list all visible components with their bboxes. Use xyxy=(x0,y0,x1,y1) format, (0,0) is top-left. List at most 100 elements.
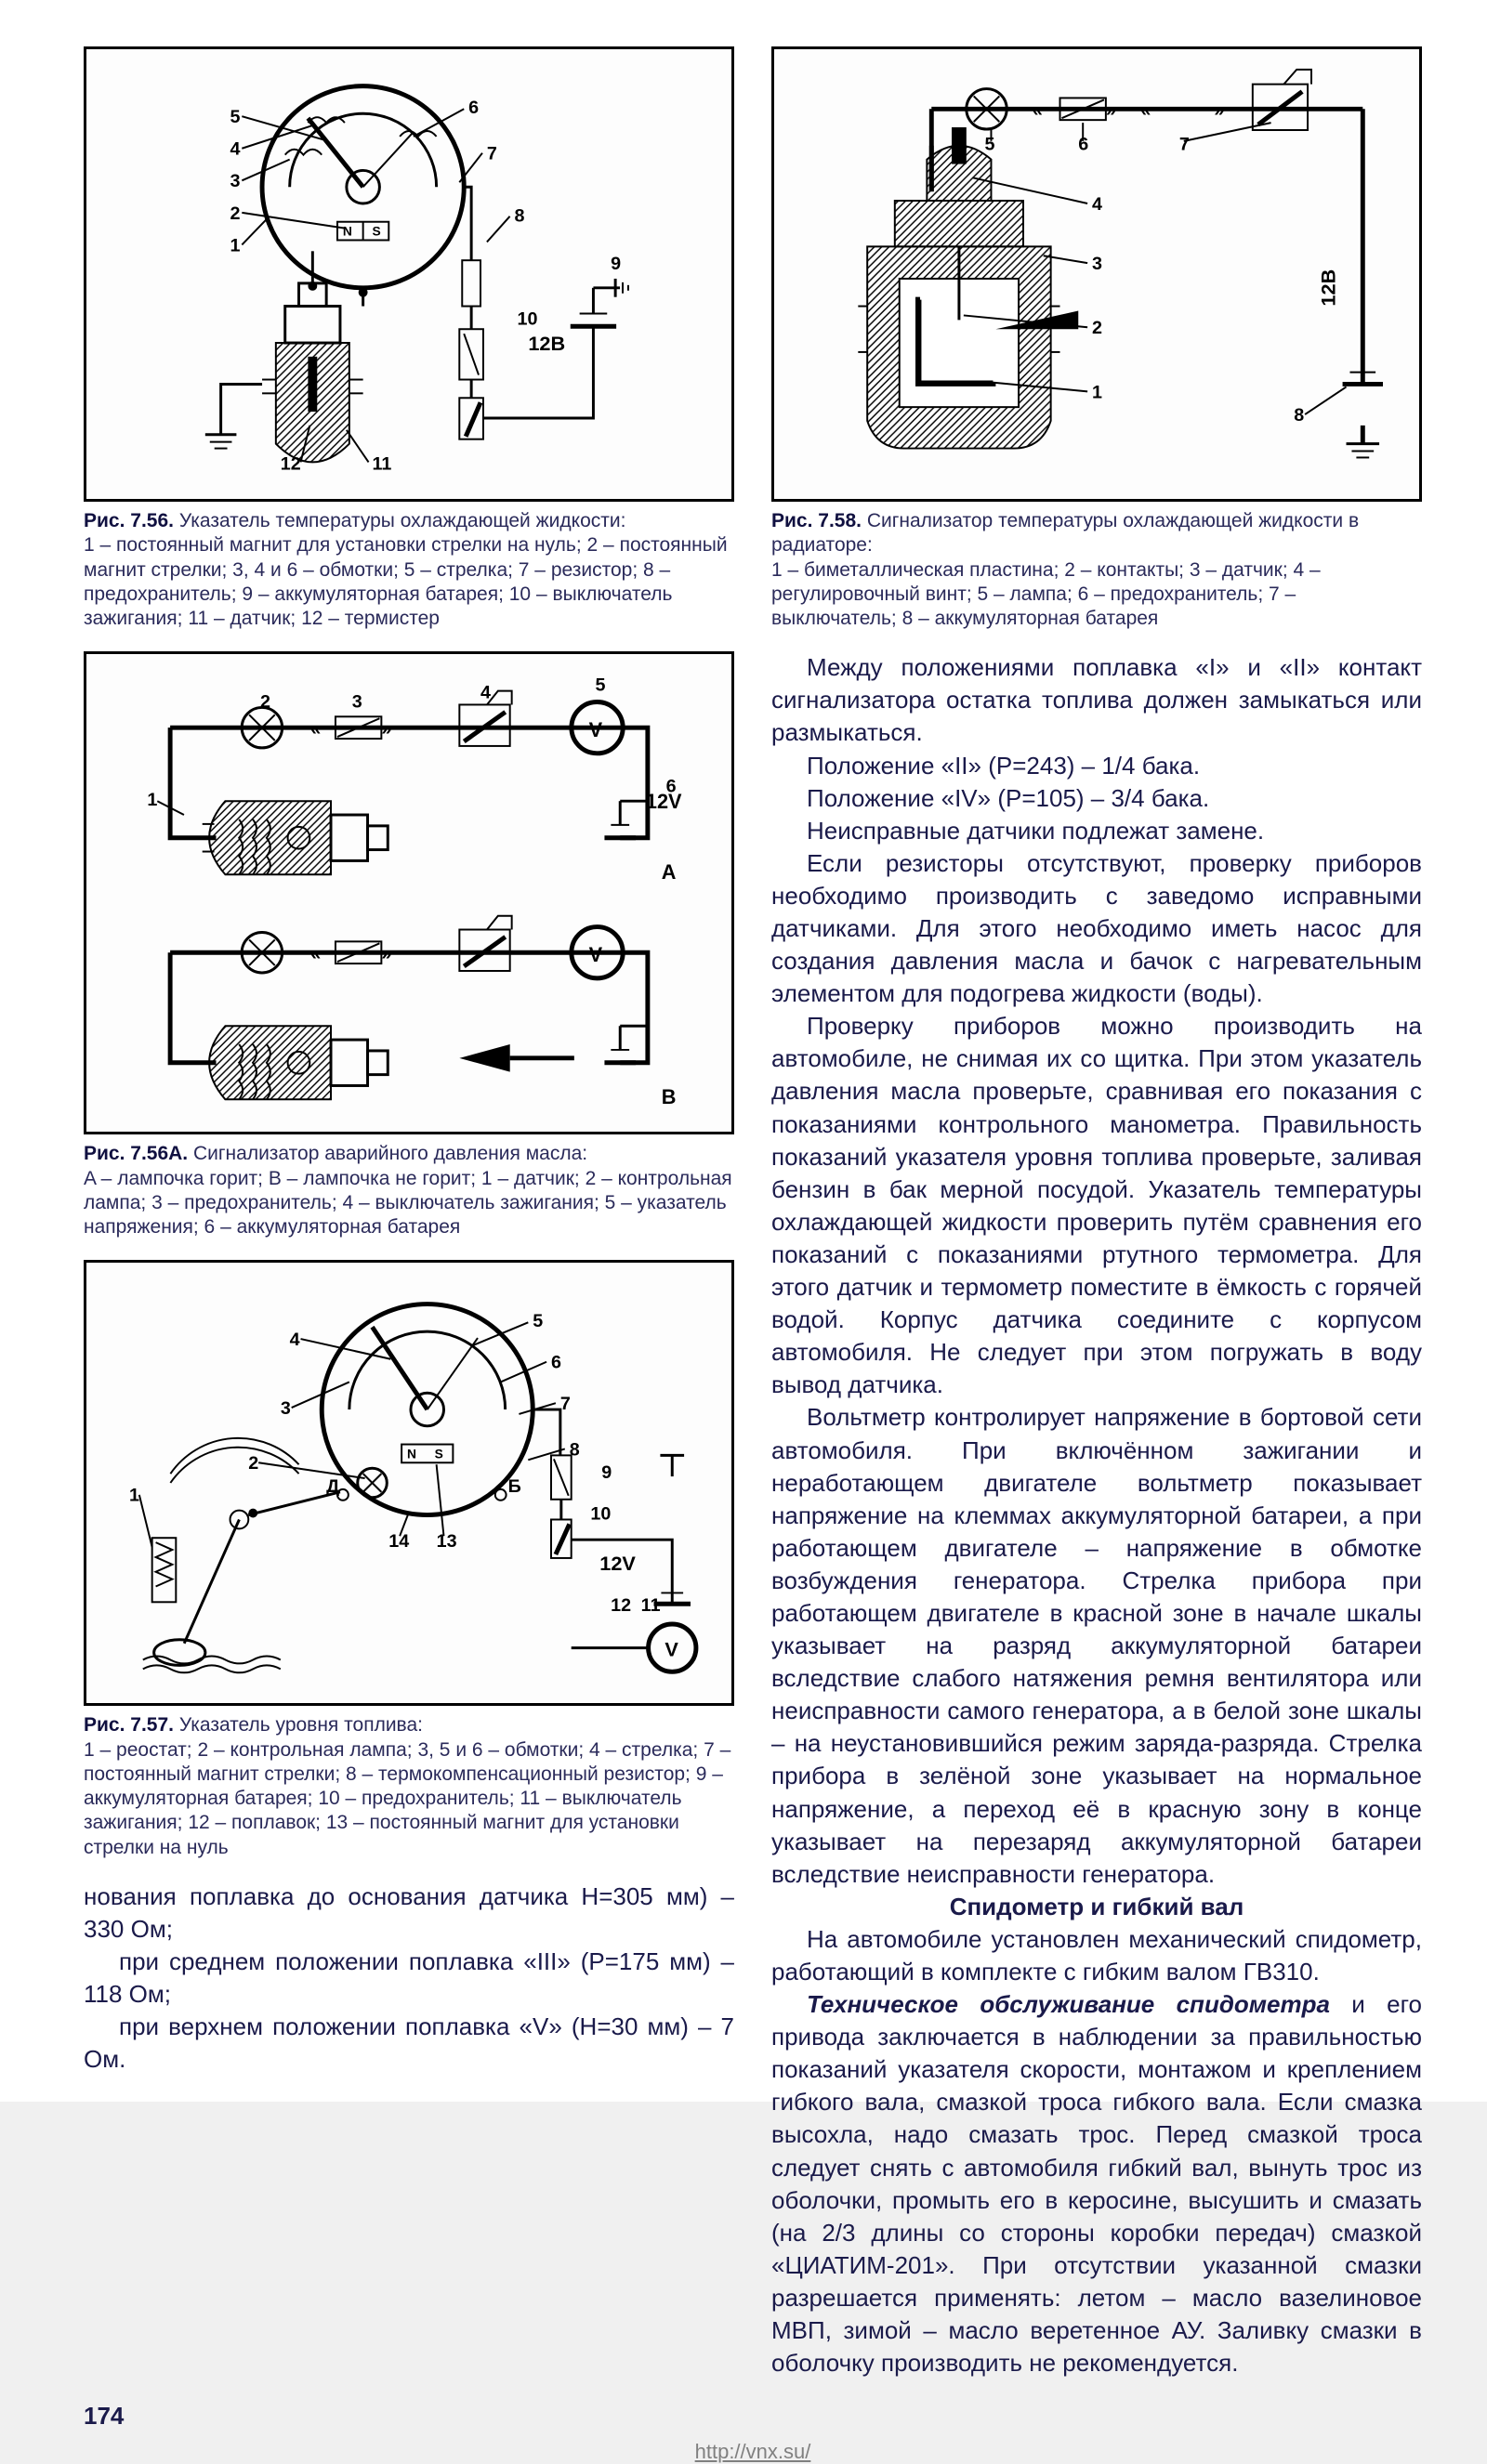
figure-7-56a-box: « » V xyxy=(84,651,734,1134)
rb-p6: Проверку приборов можно производить на а… xyxy=(771,1010,1422,1401)
svg-text:«: « xyxy=(1140,100,1151,121)
svg-text:»: » xyxy=(1214,100,1224,121)
758-8: 8 xyxy=(1294,405,1304,426)
757-B: Б xyxy=(508,1476,521,1497)
757-1: 1 xyxy=(129,1486,139,1506)
right-body: Между положениями поплавка «I» и «II» ко… xyxy=(771,651,1422,2379)
758-4: 4 xyxy=(1092,194,1102,215)
fig757-title: Рис. 7.57. xyxy=(84,1714,174,1736)
svg-text:S: S xyxy=(373,224,381,239)
rb-p1: Между положениями поплавка «I» и «II» ко… xyxy=(771,651,1422,749)
svg-text:«: « xyxy=(310,719,321,740)
757-11: 11 xyxy=(641,1595,661,1616)
fig756a-title2: Сигнализатор аварийного давления масла: xyxy=(193,1143,587,1164)
fig757-title2: Указатель уровня топлива: xyxy=(179,1714,423,1736)
figure-7-57-svg: N S Д Б 3 4 5 6 xyxy=(96,1272,722,1694)
left-body: нования поплавка до основания датчика Н=… xyxy=(84,1881,734,2077)
lb-p1: нования поплавка до основания датчика Н=… xyxy=(84,1881,734,1946)
fig756-title2: Указатель температуры охлаждающей жидкос… xyxy=(179,510,626,531)
svg-text:»: » xyxy=(381,719,391,740)
svg-text:»: » xyxy=(1106,100,1116,121)
757-12V: 12V xyxy=(599,1552,636,1575)
page-number: 174 xyxy=(84,2402,1422,2431)
757-7: 7 xyxy=(560,1394,571,1414)
figure-7-58-caption: Рис. 7.58. Сигнализатор температуры охла… xyxy=(771,509,1422,631)
757-6: 6 xyxy=(551,1353,561,1373)
756a-A: A xyxy=(662,860,677,884)
rb-p3: Положение «IV» (Р=105) – 3/4 бака. xyxy=(771,782,1422,815)
758-7: 7 xyxy=(1179,135,1190,155)
fig756-title: Рис. 7.56. xyxy=(84,510,174,531)
758-2: 2 xyxy=(1092,318,1102,338)
fig758-legend: 1 – биметаллическая пластина; 2 – контак… xyxy=(771,559,1321,630)
left-column: N S 1 2 3 4 5 6 xyxy=(84,46,734,2379)
fig756a-legend: A – лампочка горит; B – лампочка не гори… xyxy=(84,1168,732,1239)
757-2: 2 xyxy=(248,1453,258,1474)
lb-p2: при среднем положении поплавка «III» (Р=… xyxy=(84,1946,734,2011)
756a-B: B xyxy=(662,1085,677,1108)
lb-p3: при верхнем положении поплавка «V» (Н=30… xyxy=(84,2011,734,2076)
figure-7-58-box: « » « » 12В xyxy=(771,46,1422,502)
756a-3A: 3 xyxy=(352,692,362,713)
756a-6: 6 xyxy=(666,777,677,797)
lbl-11: 11 xyxy=(373,453,392,474)
fig756-legend: 1 – постоянный магнит для установки стре… xyxy=(84,534,728,629)
758-5: 5 xyxy=(985,135,995,155)
756a-5A: 5 xyxy=(596,675,606,696)
lbl-1: 1 xyxy=(230,235,240,256)
lbl-9: 9 xyxy=(611,254,621,274)
756a-V-A: V xyxy=(589,718,603,741)
svg-text:«: « xyxy=(1033,100,1043,121)
rb-p9-em: Техническое обслуживание спидометра xyxy=(807,1990,1330,2018)
757-3: 3 xyxy=(281,1398,291,1419)
757-10: 10 xyxy=(590,1504,611,1525)
lbl-4: 4 xyxy=(230,139,240,160)
757-13: 13 xyxy=(437,1531,457,1552)
fig758-title: Рис. 7.58. xyxy=(771,510,862,531)
figure-7-57-box: N S Д Б 3 4 5 6 xyxy=(84,1260,734,1706)
rb-p5: Если резисторы отсутствуют, проверку при… xyxy=(771,847,1422,1010)
lbl-10: 10 xyxy=(517,308,537,329)
lbl-2: 2 xyxy=(230,203,240,224)
758-12B: 12В xyxy=(1317,269,1340,307)
rb-p9: Техническое обслуживание спидометра и ег… xyxy=(771,1988,1422,2379)
758-1: 1 xyxy=(1092,382,1102,402)
rb-h1: Спидометр и гибкий вал xyxy=(771,1891,1422,1923)
figure-7-58-svg: « » « » 12В xyxy=(783,59,1410,490)
756a-V-B: V xyxy=(589,943,603,966)
756a-1A: 1 xyxy=(147,790,157,810)
page: N S 1 2 3 4 5 6 xyxy=(0,0,1487,2102)
fig756a-title: Рис. 7.56А. xyxy=(84,1143,188,1164)
rb-p8: На автомобиле установлен механический сп… xyxy=(771,1923,1422,1988)
fig757-legend: 1 – реостат; 2 – контрольная лампа; 3, 5… xyxy=(84,1739,730,1858)
rb-p4: Неисправные датчики подлежат замене. xyxy=(771,815,1422,847)
figure-7-56a-caption: Рис. 7.56А. Сигнализатор аварийного давл… xyxy=(84,1142,734,1239)
two-columns: N S 1 2 3 4 5 6 xyxy=(84,46,1422,2379)
right-column: « » « » 12В xyxy=(771,46,1422,2379)
footer-link[interactable]: http://vnx.su/ xyxy=(84,2440,1422,2464)
756a-12V-A: 12V xyxy=(646,790,682,813)
rb-p9-rest: и его привода заключается в наблюдении з… xyxy=(771,1990,1422,2377)
figure-7-56-box: N S 1 2 3 4 5 6 xyxy=(84,46,734,502)
svg-text:«: « xyxy=(310,944,321,964)
figure-7-57-caption: Рис. 7.57. Указатель уровня топлива: 1 –… xyxy=(84,1713,734,1860)
757-5: 5 xyxy=(533,1311,543,1331)
lbl-3: 3 xyxy=(230,171,240,191)
757-4: 4 xyxy=(290,1330,300,1350)
rb-p2: Положение «II» (Р=243) – 1/4 бака. xyxy=(771,750,1422,782)
lbl-12: 12 xyxy=(281,453,301,474)
lbl-7: 7 xyxy=(487,144,497,164)
757-N: N xyxy=(407,1447,416,1461)
rb-p7: Вольтметр контролирует напряжение в борт… xyxy=(771,1401,1422,1890)
757-9: 9 xyxy=(601,1462,612,1483)
757-V: V xyxy=(665,1638,678,1661)
757-S: S xyxy=(435,1447,443,1461)
756a-2A: 2 xyxy=(260,692,270,713)
lbl-8: 8 xyxy=(515,206,525,227)
lbl-5: 5 xyxy=(230,107,240,127)
758-3: 3 xyxy=(1092,254,1102,274)
svg-text:N: N xyxy=(343,224,352,239)
757-12: 12 xyxy=(611,1595,631,1616)
lbl-12B: 12В xyxy=(528,332,565,355)
figure-7-56-svg: N S 1 2 3 4 5 6 xyxy=(96,59,722,490)
